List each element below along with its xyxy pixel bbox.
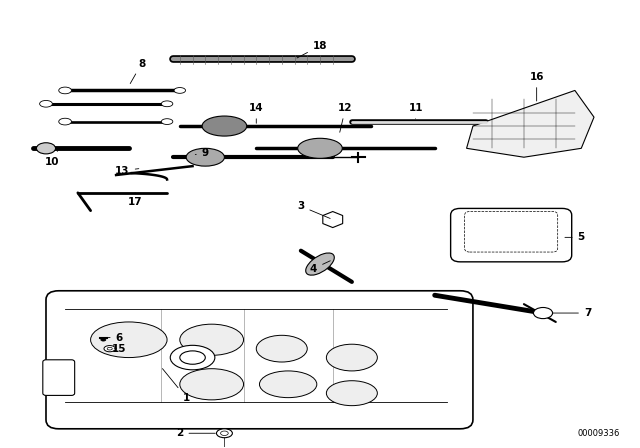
Ellipse shape [36,143,56,154]
Text: 12: 12 [338,103,353,132]
Text: 7: 7 [552,308,591,318]
Text: 16: 16 [529,72,544,101]
Text: 00009336: 00009336 [577,429,620,438]
Ellipse shape [180,324,244,355]
Ellipse shape [40,100,52,107]
Ellipse shape [100,338,106,341]
Ellipse shape [104,345,115,352]
Text: 8: 8 [130,59,145,84]
Ellipse shape [180,369,244,400]
Text: 9: 9 [195,148,209,158]
Ellipse shape [174,87,186,93]
Ellipse shape [59,87,72,94]
FancyBboxPatch shape [451,208,572,262]
Text: 13: 13 [115,166,139,176]
Text: 5: 5 [565,233,585,242]
Text: 2: 2 [176,428,215,438]
Ellipse shape [534,307,552,319]
FancyBboxPatch shape [46,291,473,429]
FancyBboxPatch shape [43,360,75,396]
Ellipse shape [221,431,228,435]
Text: 15: 15 [112,344,127,353]
Polygon shape [467,90,594,157]
Ellipse shape [326,344,378,371]
Ellipse shape [180,351,205,364]
Ellipse shape [59,118,72,125]
Text: 17: 17 [128,193,143,207]
Text: 18: 18 [297,41,327,58]
Ellipse shape [161,119,173,125]
FancyBboxPatch shape [465,211,557,252]
Text: 4: 4 [310,261,330,274]
Ellipse shape [202,116,246,136]
Ellipse shape [216,429,232,438]
Text: 14: 14 [249,103,264,123]
Ellipse shape [170,345,215,370]
Ellipse shape [161,101,173,107]
Text: 3: 3 [297,201,330,219]
Text: 1: 1 [163,369,190,403]
Ellipse shape [326,381,378,405]
Ellipse shape [91,322,167,358]
Text: 6: 6 [108,332,123,343]
Text: 11: 11 [408,103,423,119]
Ellipse shape [107,347,112,350]
Ellipse shape [259,371,317,398]
Ellipse shape [298,138,342,158]
Ellipse shape [186,148,225,166]
Ellipse shape [256,335,307,362]
Ellipse shape [306,253,334,275]
Text: 10: 10 [45,151,60,167]
